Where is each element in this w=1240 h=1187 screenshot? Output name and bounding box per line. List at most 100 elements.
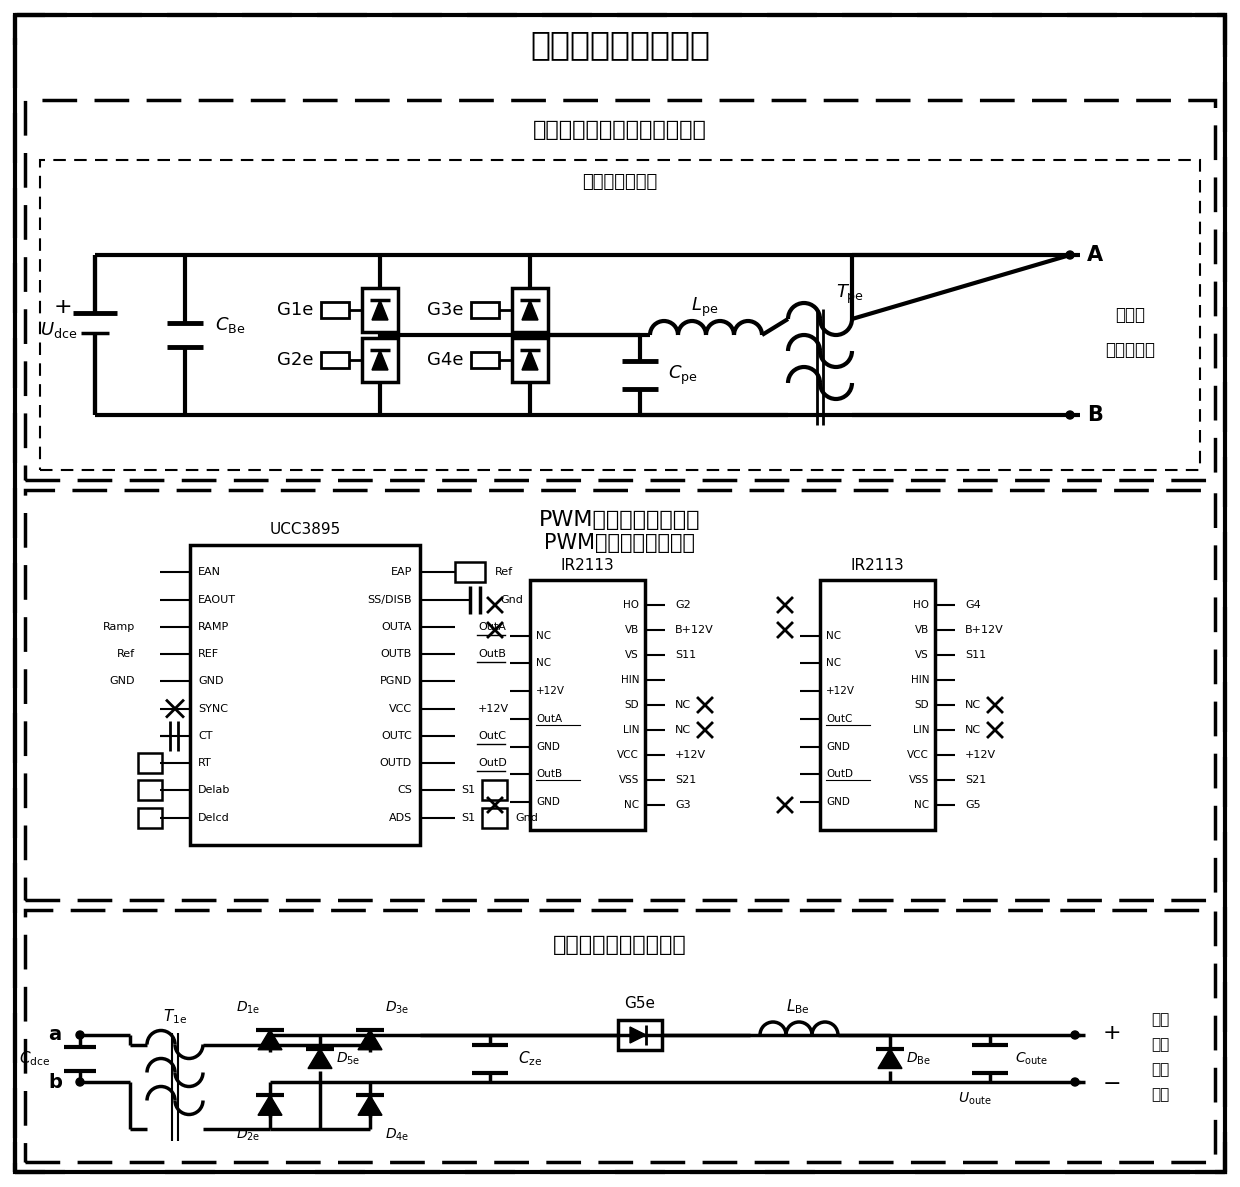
Text: NC: NC: [536, 659, 551, 668]
Polygon shape: [258, 1096, 281, 1116]
Text: $C_{\mathrm{Be}}$: $C_{\mathrm{Be}}$: [215, 315, 246, 335]
Circle shape: [76, 1032, 84, 1039]
Text: Delcd: Delcd: [198, 813, 229, 823]
Text: A: A: [1087, 245, 1104, 265]
Text: $C_{\mathrm{dce}}$: $C_{\mathrm{dce}}$: [19, 1049, 50, 1068]
Text: HIN: HIN: [620, 675, 639, 685]
Bar: [138, 781, 162, 800]
Text: $U_{\mathrm{oute}}$: $U_{\mathrm{oute}}$: [959, 1091, 992, 1106]
Text: b: b: [48, 1073, 62, 1092]
Text: G3e: G3e: [427, 301, 464, 319]
Text: 水上辅电电能生成及耦合电路: 水上辅电电能生成及耦合电路: [533, 120, 707, 140]
Text: OUTC: OUTC: [381, 731, 412, 741]
Text: 水底: 水底: [1151, 1013, 1169, 1028]
Text: 耦合至: 耦合至: [1115, 306, 1145, 324]
Text: NC: NC: [624, 800, 639, 810]
Text: $D_{\mathrm{5e}}$: $D_{\mathrm{5e}}$: [336, 1050, 361, 1067]
Bar: [455, 563, 485, 583]
Text: NC: NC: [965, 725, 981, 735]
Text: SD: SD: [625, 700, 639, 710]
Bar: [529, 580, 645, 830]
Text: VB: VB: [915, 626, 929, 635]
Text: 辅电: 辅电: [1151, 1062, 1169, 1078]
Text: VSS: VSS: [909, 775, 929, 785]
Text: NC: NC: [826, 659, 841, 668]
Text: HIN: HIN: [910, 675, 929, 685]
Text: OutC: OutC: [477, 731, 506, 741]
Circle shape: [76, 1078, 84, 1086]
Text: NC: NC: [965, 700, 981, 710]
Text: OUTB: OUTB: [381, 649, 412, 659]
Text: G4: G4: [965, 599, 981, 610]
Text: 水下辅助电源接收电路: 水下辅助电源接收电路: [553, 935, 687, 956]
Text: $D_{\mathrm{Be}}$: $D_{\mathrm{Be}}$: [906, 1050, 931, 1067]
Text: 电源: 电源: [1151, 1037, 1169, 1053]
Bar: [40, 160, 1200, 470]
Bar: [321, 353, 348, 368]
Text: GND: GND: [536, 798, 560, 807]
Text: PGND: PGND: [379, 677, 412, 686]
Bar: [482, 781, 507, 800]
Bar: [512, 338, 548, 382]
Bar: [482, 807, 507, 827]
Text: SYNC: SYNC: [198, 704, 228, 713]
Text: G5: G5: [965, 800, 981, 810]
Text: GND: GND: [536, 742, 560, 751]
Text: −: −: [1104, 1074, 1122, 1094]
Text: a: a: [48, 1026, 62, 1045]
Text: +12V: +12V: [675, 750, 706, 760]
Text: Ramp: Ramp: [103, 622, 135, 631]
Text: $D_{\mathrm{4e}}$: $D_{\mathrm{4e}}$: [384, 1126, 409, 1143]
Text: $C_{\mathrm{pe}}$: $C_{\mathrm{pe}}$: [668, 363, 698, 387]
Text: $D_{\mathrm{2e}}$: $D_{\mathrm{2e}}$: [236, 1126, 260, 1143]
Text: S21: S21: [965, 775, 986, 785]
Polygon shape: [308, 1048, 332, 1068]
Text: 高压输电线: 高压输电线: [1105, 341, 1154, 358]
Text: IR2113: IR2113: [560, 558, 614, 572]
Text: PWM驱动生成电路电路: PWM驱动生成电路电路: [544, 533, 696, 553]
Text: UCC3895: UCC3895: [269, 522, 341, 538]
Text: VCC: VCC: [389, 704, 412, 713]
Text: VB: VB: [625, 626, 639, 635]
Bar: [618, 1020, 662, 1050]
Text: $C_{\mathrm{oute}}$: $C_{\mathrm{oute}}$: [1016, 1050, 1048, 1067]
Polygon shape: [372, 350, 388, 370]
Text: RAMP: RAMP: [198, 622, 229, 631]
Text: G4e: G4e: [427, 351, 464, 369]
Text: $L_{\mathrm{Be}}$: $L_{\mathrm{Be}}$: [786, 997, 810, 1016]
Text: OutB: OutB: [477, 649, 506, 659]
Circle shape: [1066, 250, 1074, 259]
Text: $D_{\mathrm{1e}}$: $D_{\mathrm{1e}}$: [236, 999, 260, 1016]
Text: $U_{\mathrm{dce}}$: $U_{\mathrm{dce}}$: [41, 320, 78, 339]
Text: Delab: Delab: [198, 786, 231, 795]
Text: NC: NC: [914, 800, 929, 810]
Text: OutA: OutA: [536, 713, 562, 724]
Text: S1: S1: [461, 786, 475, 795]
Text: S21: S21: [675, 775, 696, 785]
Text: $C_{\mathrm{ze}}$: $C_{\mathrm{ze}}$: [518, 1049, 542, 1068]
Text: EAOUT: EAOUT: [198, 595, 236, 604]
Text: PWM驱动生成电路电路: PWM驱动生成电路电路: [539, 510, 701, 531]
Text: Gnd: Gnd: [515, 813, 538, 823]
Text: B: B: [1087, 405, 1102, 425]
Text: REF: REF: [198, 649, 219, 659]
Bar: [471, 301, 498, 318]
Text: LIN: LIN: [913, 725, 929, 735]
Bar: [190, 545, 420, 845]
Text: G3: G3: [675, 800, 691, 810]
Text: +: +: [1104, 1023, 1122, 1043]
Polygon shape: [878, 1048, 901, 1068]
Text: GND: GND: [826, 798, 849, 807]
Bar: [321, 301, 348, 318]
Text: Gnd: Gnd: [500, 595, 523, 604]
Text: NC: NC: [675, 725, 691, 735]
Text: B+12V: B+12V: [965, 626, 1003, 635]
Text: GND: GND: [826, 742, 849, 751]
Bar: [512, 288, 548, 332]
Circle shape: [1071, 1032, 1079, 1039]
Text: +: +: [53, 297, 72, 317]
Text: VCC: VCC: [908, 750, 929, 760]
Text: EAN: EAN: [198, 567, 221, 577]
Text: G5e: G5e: [625, 996, 656, 1010]
Text: OutD: OutD: [826, 769, 853, 780]
